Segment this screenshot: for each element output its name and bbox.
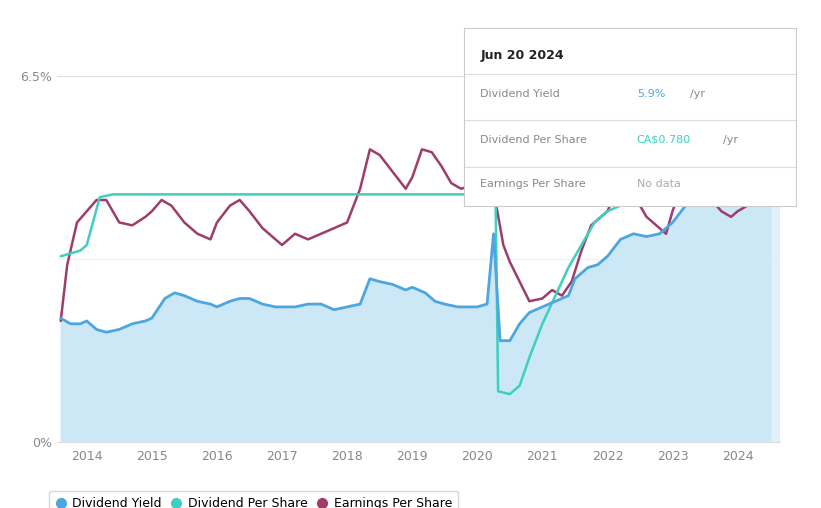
Text: /yr: /yr: [690, 89, 705, 99]
Legend: Dividend Yield, Dividend Per Share, Earnings Per Share: Dividend Yield, Dividend Per Share, Earn…: [49, 491, 458, 508]
Text: 5.9%: 5.9%: [637, 89, 665, 99]
Text: Jun 20 2024: Jun 20 2024: [480, 49, 564, 62]
Text: CA$0.780: CA$0.780: [637, 135, 691, 145]
Text: Dividend Yield: Dividend Yield: [480, 89, 560, 99]
Text: Earnings Per Share: Earnings Per Share: [480, 179, 586, 189]
Text: Past: Past: [752, 93, 775, 104]
Text: Dividend Per Share: Dividend Per Share: [480, 135, 587, 145]
Bar: [737, 76, 780, 442]
Text: No data: No data: [637, 179, 681, 189]
Text: /yr: /yr: [723, 135, 738, 145]
